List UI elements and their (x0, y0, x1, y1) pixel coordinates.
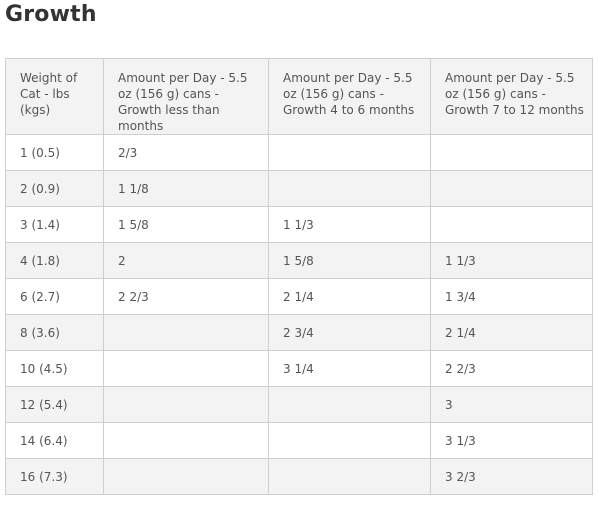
amount-cell (103, 386, 269, 423)
table-row: 8 (3.6) 2 3/4 2 1/4 (5, 314, 593, 351)
amount-cell: 2 2/3 (103, 278, 269, 315)
amount-cell: 2 1/4 (268, 278, 431, 315)
header-weight: Weight of Cat - lbs (kgs) (5, 58, 104, 135)
amount-cell (103, 314, 269, 351)
amount-cell: 2 (103, 242, 269, 279)
feeding-table: Weight of Cat - lbs (kgs) Amount per Day… (5, 58, 593, 495)
weight-cell: 6 (2.7) (5, 278, 104, 315)
amount-cell (268, 386, 431, 423)
amount-cell: 1 1/3 (268, 206, 431, 243)
weight-cell: 8 (3.6) (5, 314, 104, 351)
table-header-row: Weight of Cat - lbs (kgs) Amount per Day… (5, 58, 593, 135)
weight-cell: 14 (6.4) (5, 422, 104, 459)
table-row: 4 (1.8) 2 1 5/8 1 1/3 (5, 242, 593, 279)
amount-cell: 3 (430, 386, 593, 423)
weight-cell: 1 (0.5) (5, 134, 104, 171)
amount-cell: 1 5/8 (268, 242, 431, 279)
weight-cell: 3 (1.4) (5, 206, 104, 243)
weight-cell: 4 (1.8) (5, 242, 104, 279)
page-title: Growth (5, 2, 97, 27)
weight-cell: 2 (0.9) (5, 170, 104, 207)
table-row: 16 (7.3) 3 2/3 (5, 458, 593, 495)
table-row: 1 (0.5) 2/3 (5, 134, 593, 171)
amount-cell (430, 170, 593, 207)
amount-cell (103, 350, 269, 387)
amount-cell: 2/3 (103, 134, 269, 171)
weight-cell: 12 (5.4) (5, 386, 104, 423)
table-row: 10 (4.5) 3 1/4 2 2/3 (5, 350, 593, 387)
table-row: 3 (1.4) 1 5/8 1 1/3 (5, 206, 593, 243)
amount-cell: 1 1/8 (103, 170, 269, 207)
table-row: 14 (6.4) 3 1/3 (5, 422, 593, 459)
table-row: 12 (5.4) 3 (5, 386, 593, 423)
header-growth-4-to-6: Amount per Day - 5.5 oz (156 g) cans - G… (268, 58, 431, 135)
amount-cell (103, 422, 269, 459)
amount-cell: 1 5/8 (103, 206, 269, 243)
weight-cell: 10 (4.5) (5, 350, 104, 387)
table-row: 6 (2.7) 2 2/3 2 1/4 1 3/4 (5, 278, 593, 315)
amount-cell: 1 3/4 (430, 278, 593, 315)
amount-cell: 2 2/3 (430, 350, 593, 387)
amount-cell: 3 1/4 (268, 350, 431, 387)
amount-cell: 3 2/3 (430, 458, 593, 495)
amount-cell: 1 1/3 (430, 242, 593, 279)
amount-cell (430, 206, 593, 243)
weight-cell: 16 (7.3) (5, 458, 104, 495)
amount-cell (103, 458, 269, 495)
amount-cell (268, 422, 431, 459)
amount-cell: 2 1/4 (430, 314, 593, 351)
amount-cell (430, 134, 593, 171)
header-growth-7-to-12: Amount per Day - 5.5 oz (156 g) cans - G… (430, 58, 593, 135)
amount-cell: 3 1/3 (430, 422, 593, 459)
amount-cell (268, 170, 431, 207)
header-growth-less-than: Amount per Day - 5.5 oz (156 g) cans - G… (103, 58, 269, 135)
table-row: 2 (0.9) 1 1/8 (5, 170, 593, 207)
amount-cell (268, 134, 431, 171)
amount-cell (268, 458, 431, 495)
amount-cell: 2 3/4 (268, 314, 431, 351)
